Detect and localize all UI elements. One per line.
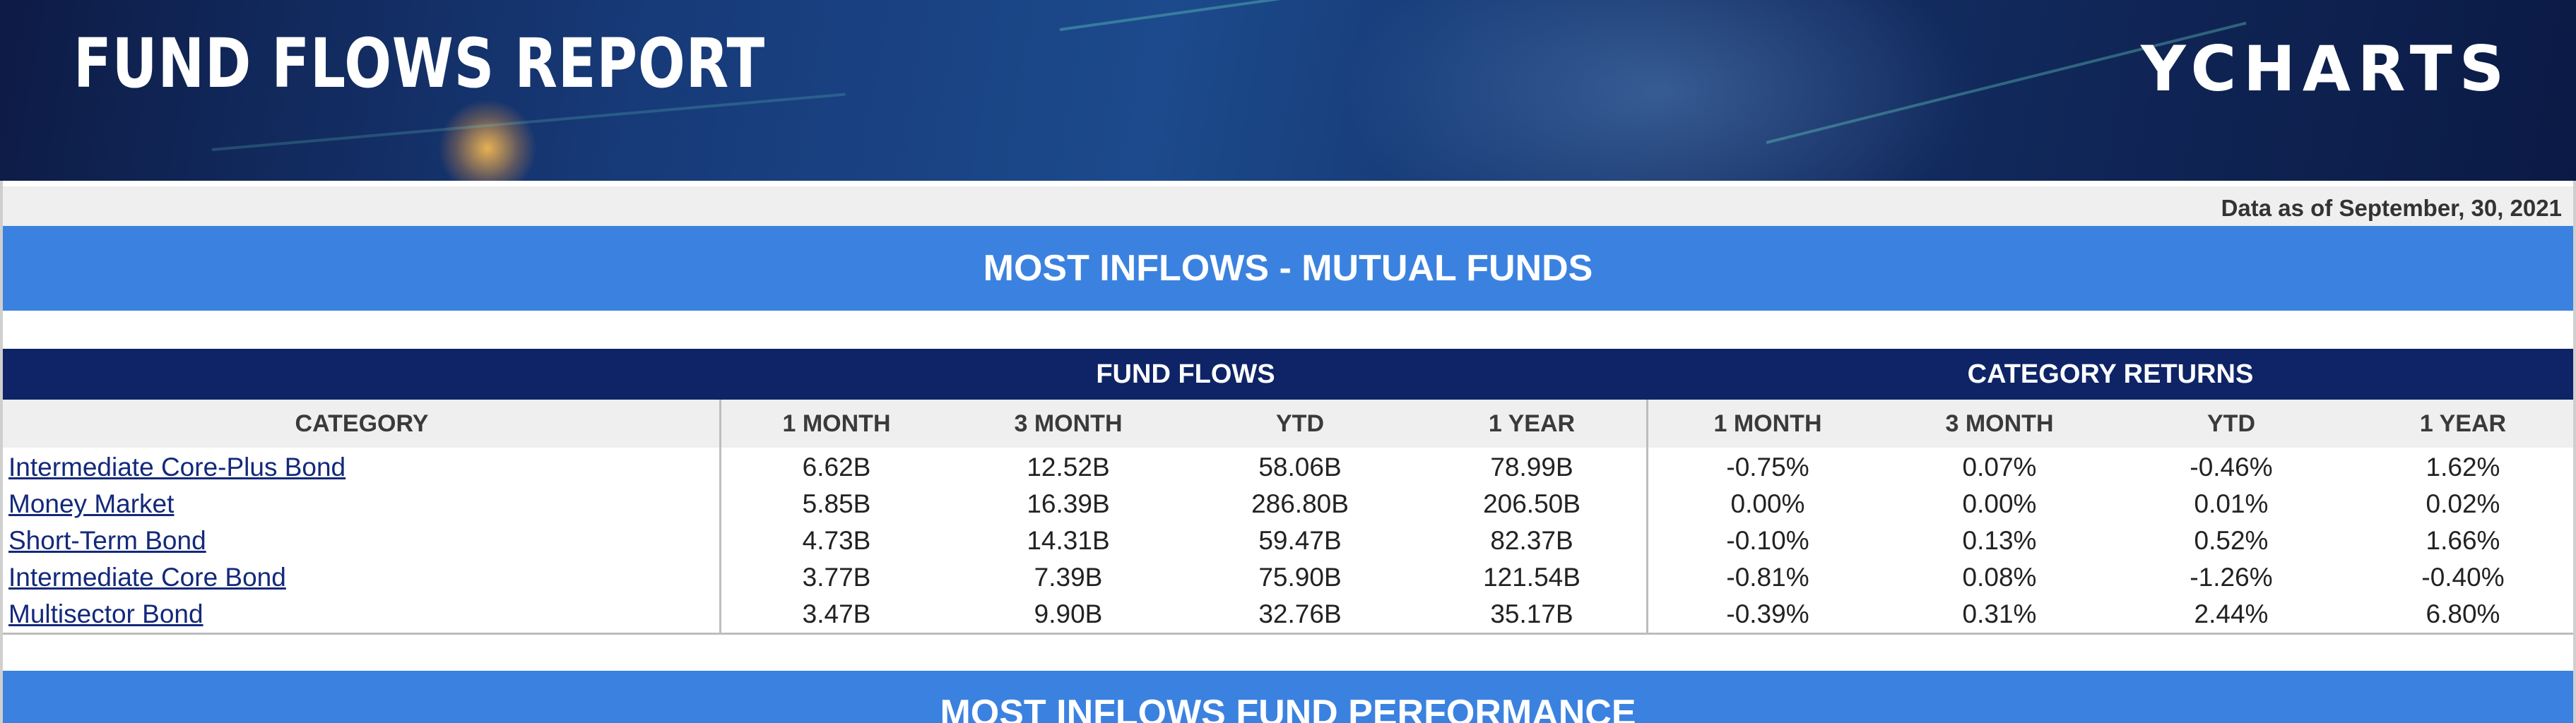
return-3-month: 0.08% xyxy=(1962,563,2037,592)
section-title-inflows: MOST INFLOWS - MUTUAL FUNDS xyxy=(3,226,2573,311)
banner-highlight xyxy=(1342,0,1978,181)
flow-ytd: 58.06B xyxy=(1258,453,1342,482)
header-banner: FUND FLOWS REPORT YCHARTS xyxy=(0,0,2576,181)
flow-ytd: 286.80B xyxy=(1251,489,1349,518)
table-row: Short-Term Bond 4.73B 14.31B 59.47B 82.3… xyxy=(3,522,2573,559)
return-3-month: 0.07% xyxy=(1962,453,2037,482)
flow-1-year: 82.37B xyxy=(1490,526,1573,555)
flow-ytd: 32.76B xyxy=(1258,599,1342,628)
col-return-ytd: YTD xyxy=(2207,410,2255,437)
col-flow-1-month: 1 MONTH xyxy=(782,410,891,437)
category-link[interactable]: Money Market xyxy=(8,489,175,518)
flow-ytd: 75.90B xyxy=(1258,563,1342,592)
banner-light-spot xyxy=(438,99,537,181)
return-1-month: -0.81% xyxy=(1726,563,1809,592)
return-1-month: 0.00% xyxy=(1730,489,1805,518)
flow-1-year: 121.54B xyxy=(1483,563,1581,592)
flow-1-month: 5.85B xyxy=(802,489,871,518)
col-return-1-year: 1 YEAR xyxy=(2419,410,2507,437)
return-ytd: 0.52% xyxy=(2194,526,2269,555)
return-3-month: 0.13% xyxy=(1962,526,2037,555)
right-border xyxy=(2573,181,2576,723)
col-return-3-month: 3 MONTH xyxy=(1945,410,2054,437)
return-1-year: 6.80% xyxy=(2426,599,2500,628)
flow-3-month: 16.39B xyxy=(1027,489,1110,518)
as-of-bar: Data as of September, 30, 2021 xyxy=(3,186,2573,226)
col-flow-1-year: 1 YEAR xyxy=(1488,410,1576,437)
category-link[interactable]: Intermediate Core-Plus Bond xyxy=(8,453,346,482)
flow-1-year: 35.17B xyxy=(1490,599,1573,628)
flow-1-month: 3.77B xyxy=(802,563,871,592)
return-3-month: 0.31% xyxy=(1962,599,2037,628)
flow-1-month: 6.62B xyxy=(802,453,871,482)
return-1-month: -0.10% xyxy=(1726,526,1809,555)
return-1-month: -0.75% xyxy=(1726,453,1809,482)
table-bottom-border xyxy=(3,633,2573,635)
flow-3-month: 12.52B xyxy=(1027,453,1110,482)
return-1-month: -0.39% xyxy=(1726,599,1809,628)
flow-1-year: 78.99B xyxy=(1490,453,1573,482)
return-1-year: -0.40% xyxy=(2421,563,2505,592)
ycharts-logo[interactable]: YCHARTS xyxy=(2141,32,2512,105)
report-title: FUND FLOWS REPORT xyxy=(73,24,766,103)
return-ytd: 2.44% xyxy=(2194,599,2269,628)
return-1-year: 1.66% xyxy=(2426,526,2500,555)
return-1-year: 0.02% xyxy=(2426,489,2500,518)
flow-3-month: 7.39B xyxy=(1034,563,1103,592)
col-category: CATEGORY xyxy=(295,410,429,437)
column-group-header: FUND FLOWS CATEGORY RETURNS xyxy=(3,349,2573,400)
flow-ytd: 59.47B xyxy=(1258,526,1342,555)
group-fund-flows: FUND FLOWS xyxy=(1096,359,1275,389)
as-of-date: Data as of September, 30, 2021 xyxy=(2221,195,2562,221)
table-row: Money Market 5.85B 16.39B 286.80B 206.50… xyxy=(3,486,2573,522)
flow-3-month: 14.31B xyxy=(1027,526,1110,555)
return-1-year: 1.62% xyxy=(2426,453,2500,482)
flow-1-year: 206.50B xyxy=(1483,489,1581,518)
category-link[interactable]: Multisector Bond xyxy=(8,599,203,628)
table-row: Multisector Bond 3.47B 9.90B 32.76B 35.1… xyxy=(3,596,2573,633)
left-border xyxy=(0,181,3,723)
flow-1-month: 3.47B xyxy=(802,599,871,628)
category-link[interactable]: Short-Term Bond xyxy=(8,526,206,555)
col-flow-ytd: YTD xyxy=(1276,410,1324,437)
table-row: Intermediate Core-Plus Bond 6.62B 12.52B… xyxy=(3,449,2573,486)
section-title-performance: MOST INFLOWS FUND PERFORMANCE xyxy=(3,671,2573,723)
flow-1-month: 4.73B xyxy=(802,526,871,555)
col-flow-3-month: 3 MONTH xyxy=(1014,410,1123,437)
return-ytd: -1.26% xyxy=(2190,563,2273,592)
column-divider xyxy=(1646,400,1648,634)
category-link[interactable]: Intermediate Core Bond xyxy=(8,563,286,592)
return-ytd: -0.46% xyxy=(2190,453,2273,482)
return-3-month: 0.00% xyxy=(1962,489,2037,518)
column-divider xyxy=(719,400,721,634)
table-row: Intermediate Core Bond 3.77B 7.39B 75.90… xyxy=(3,559,2573,596)
flow-3-month: 9.90B xyxy=(1034,599,1103,628)
group-category-returns: CATEGORY RETURNS xyxy=(1967,359,2254,389)
column-header-row: CATEGORY 1 MONTH 3 MONTH YTD 1 YEAR 1 MO… xyxy=(3,400,2573,448)
return-ytd: 0.01% xyxy=(2194,489,2269,518)
col-return-1-month: 1 MONTH xyxy=(1713,410,1822,437)
